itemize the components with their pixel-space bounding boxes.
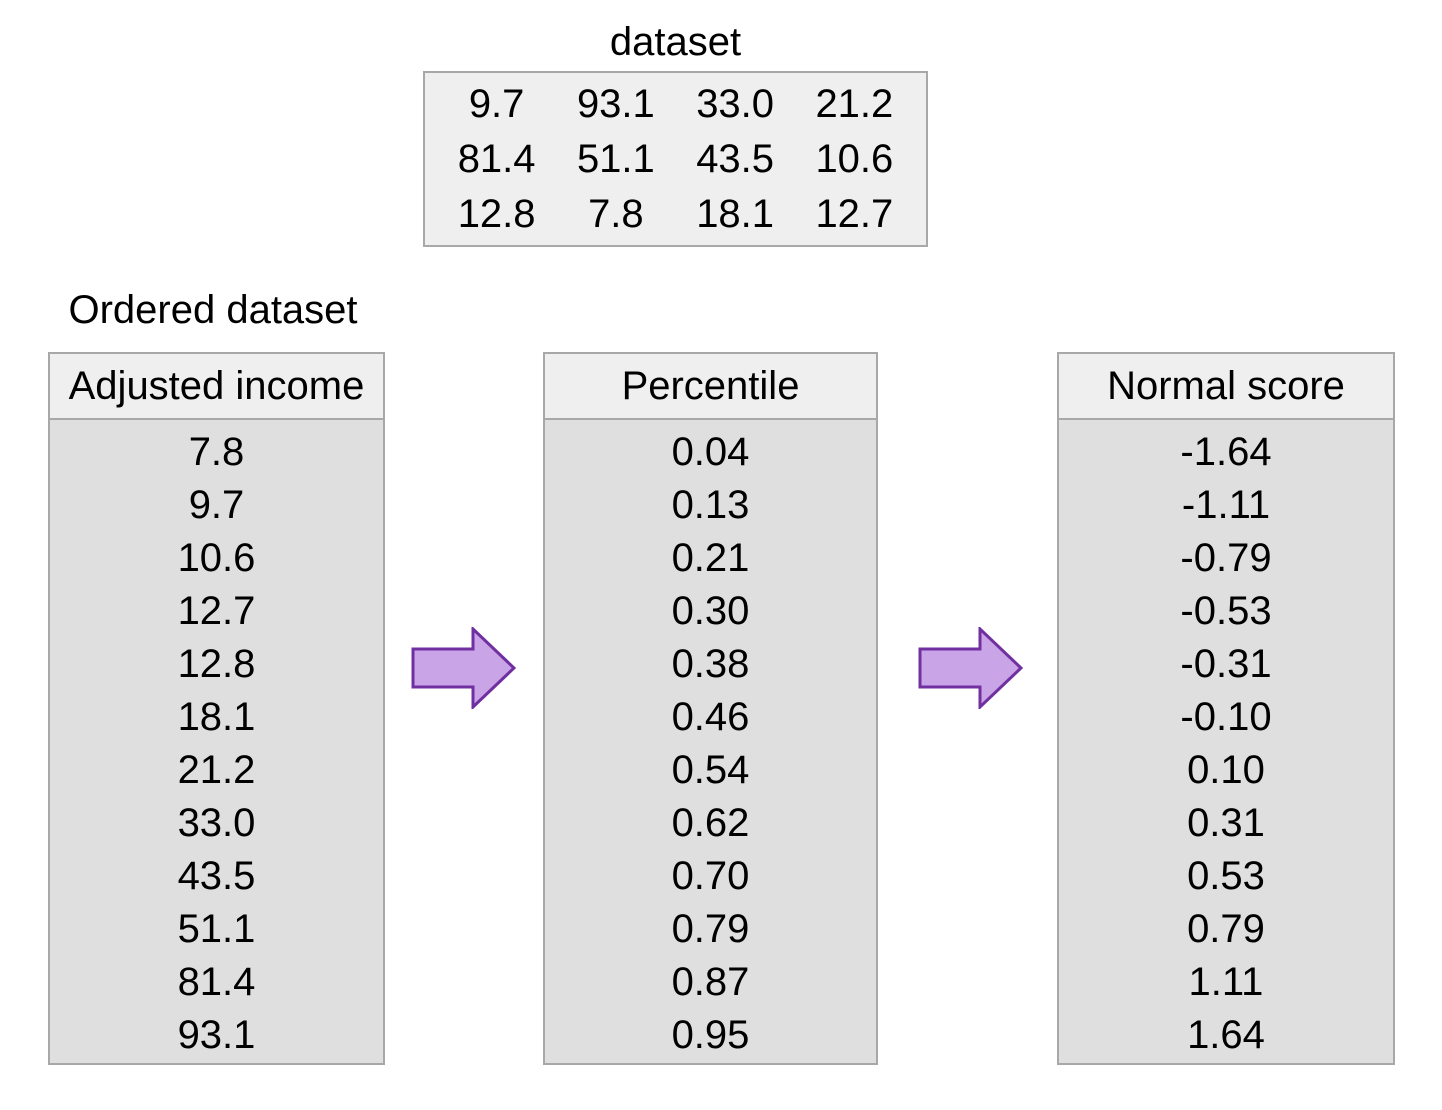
value-cell: 0.79 bbox=[671, 906, 750, 951]
dataset-table: 9.7 93.1 33.0 21.2 81.4 51.1 43.5 10.6 12.8 7.8 18… bbox=[423, 71, 928, 247]
value-cell: 0.31 bbox=[1187, 800, 1265, 845]
right-arrow-shape bbox=[411, 627, 516, 709]
value-cell: 0.70 bbox=[671, 853, 750, 898]
adjusted-income-header: Adjusted income bbox=[50, 354, 383, 420]
normal-score-header: Normal score bbox=[1059, 354, 1393, 420]
value-cell: 10.6 bbox=[177, 536, 256, 581]
dataset-value-cell: 12.7 bbox=[815, 191, 894, 236]
dataset-table-title: dataset bbox=[609, 20, 742, 64]
value-cell: 0.21 bbox=[671, 536, 750, 581]
value-cell: 0.13 bbox=[671, 483, 750, 528]
dataset-value-cell: 10.6 bbox=[815, 136, 894, 181]
value-cell: 0.62 bbox=[671, 800, 750, 845]
right-arrow-icon bbox=[411, 627, 516, 709]
value-cell: 0.38 bbox=[671, 642, 750, 687]
dataset-value-cell: 43.5 bbox=[696, 136, 775, 181]
value-cell: -0.79 bbox=[1180, 536, 1272, 581]
value-cell: 12.8 bbox=[177, 642, 256, 687]
adjusted-income-table: Adjusted income 7.8 9.7 10.6 12.7 12.8 18.1 21… bbox=[48, 352, 385, 1065]
dataset-value-cell: 51.1 bbox=[576, 136, 655, 181]
value-cell: 0.95 bbox=[671, 1012, 750, 1057]
value-cell: 51.1 bbox=[177, 906, 256, 951]
adjusted-income-values: 7.8 9.7 10.6 12.7 12.8 18.1 21.2 33.0 43.5 51.1 81… bbox=[50, 420, 383, 1063]
value-cell: 12.7 bbox=[177, 589, 256, 634]
dataset-value-cell: 9.7 bbox=[468, 82, 525, 127]
value-cell: 0.04 bbox=[671, 430, 750, 475]
value-cell: 0.79 bbox=[1187, 906, 1265, 951]
value-cell: 81.4 bbox=[177, 959, 256, 1004]
value-cell: 0.87 bbox=[671, 959, 750, 1004]
value-cell: 93.1 bbox=[177, 1012, 256, 1057]
dataset-value-cell: 33.0 bbox=[696, 82, 775, 127]
value-cell: 43.5 bbox=[177, 853, 256, 898]
value-cell: 0.46 bbox=[671, 695, 750, 740]
value-cell: 7.8 bbox=[188, 430, 245, 475]
dataset-value-cell: 7.8 bbox=[588, 191, 644, 236]
value-cell: 21.2 bbox=[177, 747, 256, 792]
normal-score-table: Normal score -1.64 -1.11 -0.79 -0.53 -0.31 -0… bbox=[1057, 352, 1395, 1065]
dataset-value-cell: 81.4 bbox=[457, 136, 536, 181]
value-cell: 0.54 bbox=[671, 747, 750, 792]
value-cell: 1.64 bbox=[1187, 1012, 1265, 1057]
dataset-value-cell: 12.8 bbox=[457, 191, 536, 236]
ordered-dataset-label: Ordered dataset bbox=[68, 288, 358, 332]
value-cell: 18.1 bbox=[177, 695, 256, 740]
value-cell: -1.64 bbox=[1180, 430, 1272, 475]
value-cell: -0.31 bbox=[1180, 642, 1272, 687]
value-cell: 0.53 bbox=[1187, 853, 1265, 898]
dataset-value-cell: 21.2 bbox=[815, 82, 894, 127]
value-cell: -1.11 bbox=[1181, 483, 1271, 528]
dataset-value-cell: 18.1 bbox=[696, 191, 775, 236]
percentile-values: 0.04 0.13 0.21 0.30 0.38 0.46 0.54 0.62 0.70 0.79… bbox=[545, 420, 876, 1063]
value-cell: 33.0 bbox=[177, 800, 256, 845]
percentile-header: Percentile bbox=[545, 354, 876, 420]
value-cell: 1.11 bbox=[1188, 959, 1264, 1004]
value-cell: 9.7 bbox=[188, 483, 245, 528]
value-cell: 0.10 bbox=[1187, 747, 1265, 792]
value-cell: -0.53 bbox=[1180, 589, 1272, 634]
right-arrow-shape bbox=[918, 627, 1023, 709]
dataset-value-cell: 93.1 bbox=[576, 82, 655, 127]
right-arrow-icon bbox=[918, 627, 1023, 709]
normal-score-values: -1.64 -1.11 -0.79 -0.53 -0.31 -0.10 0.10 0.31 0.… bbox=[1059, 420, 1393, 1063]
percentile-table: Percentile 0.04 0.13 0.21 0.30 0.38 0.46 0.54 0… bbox=[543, 352, 878, 1065]
value-cell: -0.10 bbox=[1180, 695, 1272, 740]
value-cell: 0.30 bbox=[671, 589, 750, 634]
